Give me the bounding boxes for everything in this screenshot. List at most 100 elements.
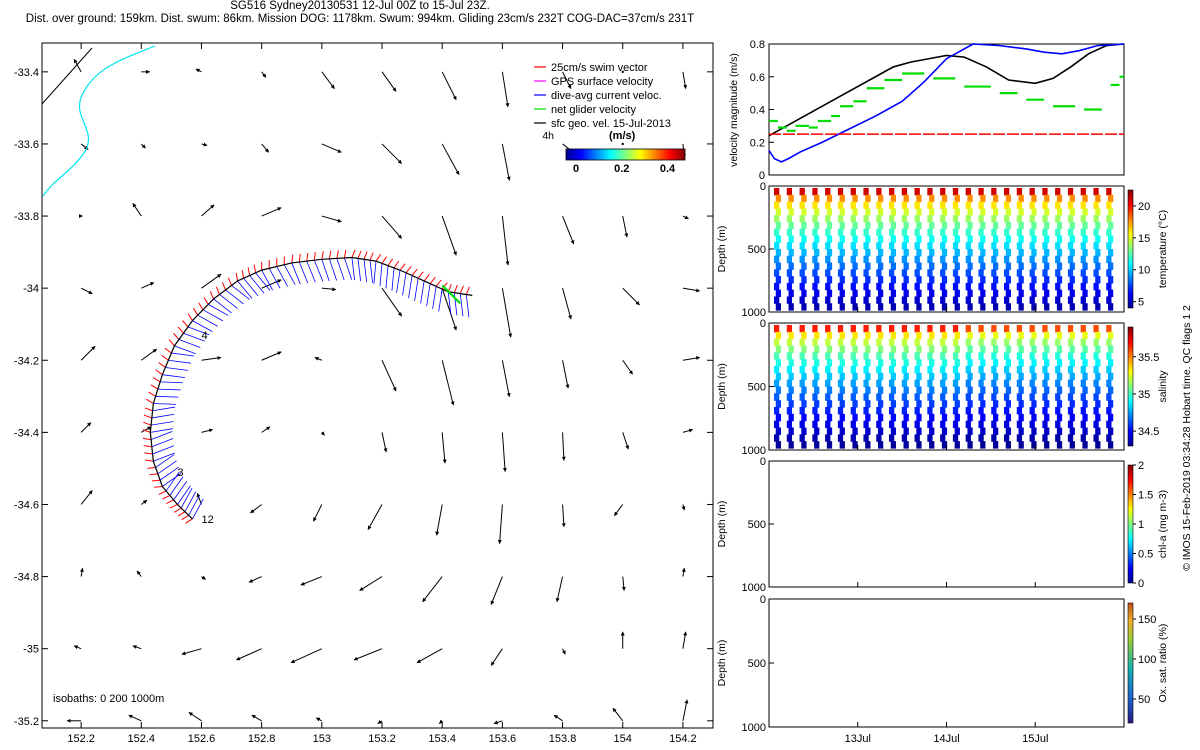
profile-cell [903,235,909,243]
profile-cell [876,242,882,250]
profile-cell [837,242,844,250]
geo-vector [261,351,282,361]
profile-cell [965,296,971,304]
geo-vector [290,648,323,664]
profile-cell [1018,221,1024,230]
geo-vector-dot [621,142,624,146]
profile-cell [1042,242,1048,250]
profile-cell [786,201,793,209]
geo-vector [501,360,511,398]
geo-vector [381,71,397,92]
profile-cell [1106,434,1112,442]
profile-cell [837,352,844,360]
profile-cell [799,325,805,333]
profile-cell [826,208,833,216]
profile-cell [863,407,869,415]
profile-cell [825,434,831,442]
profile-cell [992,372,999,381]
profile-cell [812,296,818,304]
profile-cell [1042,434,1048,442]
profile-colorbar [1127,602,1134,724]
profile-cell [1042,269,1048,277]
geo-vector [682,71,688,90]
map-ticks: 152.2 152.4 152.6 152.8 153 153.2 153.4 153.6 15… [14,43,713,745]
profile-cell [1055,420,1061,429]
profile-cell [901,296,908,304]
profile-cell [914,352,920,360]
swim-vector [343,249,347,259]
profile-cell [1018,303,1024,311]
profile-cell [929,262,935,270]
dac-vector [369,260,374,283]
profile-cell [1095,386,1101,394]
profile-cell [1016,228,1023,237]
profile-cell [799,352,805,360]
profile-cell [1005,372,1012,381]
profile-cell [825,242,831,250]
profile-cell [1031,235,1037,243]
profile-cell [1067,407,1074,415]
profile-cell [980,413,986,422]
profile-cell [786,282,793,291]
profile-cell [991,407,997,415]
swim-vector [435,279,442,287]
profile-cell [1055,379,1061,388]
profile-cell [927,215,933,223]
profile-cell [1095,331,1101,340]
profile-cell [952,338,959,347]
profile-cell [992,221,999,230]
profile-cell [1031,289,1037,298]
profile-cell [839,276,845,284]
profile-cell [877,331,884,340]
profile-cell [940,434,946,442]
profile-ylabel: Depth (m) [716,640,728,687]
profile-cell [1106,393,1112,401]
profile-cell [1042,255,1048,264]
profile-cell [1095,441,1101,449]
dac-vector [459,293,464,317]
profile-cell [775,289,782,298]
profile-cell [774,228,780,237]
profile-cell [852,372,858,381]
profile-cell [901,201,908,209]
profile-cell [826,345,833,353]
profile-cell [1056,208,1063,216]
profile-cell [1082,345,1088,353]
profile-cell [877,262,884,270]
figure-header: SG516 Sydney20130531 12-Jul 00Z to 15-Ju… [0,0,720,26]
profile-cell [1095,276,1101,284]
profile-cell [775,359,782,367]
profile-cell [954,262,960,270]
profile-cell [1093,296,1099,304]
geo-vector [501,215,510,266]
profile-cell [825,255,831,264]
profile-ytick-label: 1000 [742,445,766,457]
profile-cell [1093,201,1099,209]
profile-cell [877,427,884,435]
profile-cell [825,338,831,347]
profile-cell [889,379,895,388]
profile-cell [814,427,820,435]
profile-cell [903,441,909,449]
profile-colorbar [1127,189,1134,309]
dac-vector [184,491,197,512]
profile-cell [889,407,895,415]
profile-cell [1069,276,1075,284]
profile-cell [788,194,794,203]
profile-cell [1107,413,1114,422]
profile-cell [941,249,948,257]
profile-cell [814,413,820,422]
profile-cell [1044,235,1050,243]
profile-cell [1080,338,1086,347]
profile-cell [1067,269,1074,277]
profile-cell [839,249,845,257]
dac-vector [391,267,395,291]
profile-cell [1004,242,1010,250]
profile-cell [1056,235,1063,243]
profile-cell [929,413,935,422]
geo-vector [562,288,572,320]
profile-cell [916,303,922,311]
profile-cell [865,221,871,230]
geo-vector [195,68,202,73]
profile-cell [1018,400,1024,408]
